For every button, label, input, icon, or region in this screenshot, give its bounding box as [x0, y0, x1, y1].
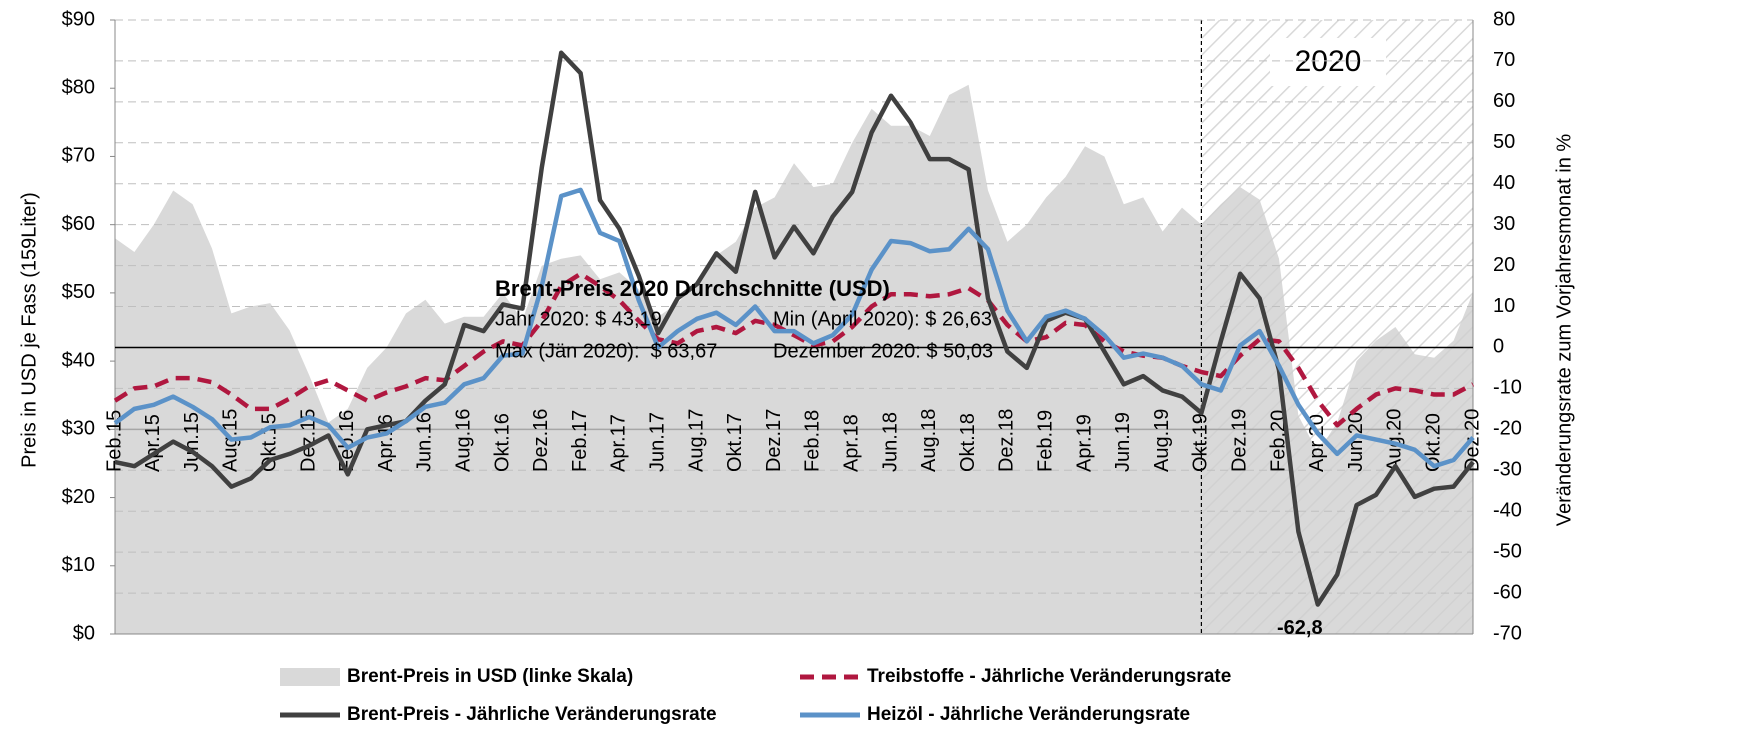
x-tick-label: Jun.19 [1112, 412, 1134, 472]
y2-tick-label: 80 [1493, 8, 1515, 30]
y2-tick-label: 50 [1493, 131, 1515, 153]
y2-axis-title: Veränderungsrate zum Vorjahresmonat in % [1553, 134, 1575, 527]
x-tick-label: Okt.20 [1422, 413, 1444, 472]
y-axis-title: Preis in USD je Fass (159Liter) [18, 192, 40, 468]
y2-tick-label: 10 [1493, 295, 1515, 317]
y-tick-label: $30 [62, 418, 95, 440]
data-label: -62,8 [1277, 617, 1323, 639]
line [114, 50, 1475, 607]
shade-label-box [1270, 38, 1386, 86]
y2-tick-label: 0 [1493, 336, 1504, 358]
y-tick-label: $50 [62, 281, 95, 303]
y2-tick-label: 60 [1493, 90, 1515, 112]
x-tick-label: Jun.17 [646, 412, 668, 472]
x-tick-label: Jun.15 [181, 412, 203, 472]
x-tick-label: Dez.16 [530, 409, 552, 472]
x-tick-label: Apr.17 [608, 414, 630, 472]
y-tick-label: $60 [62, 213, 95, 235]
x-tick-label: Feb.19 [1034, 410, 1056, 472]
y2-tick-label: 30 [1493, 213, 1515, 235]
y2-tick-label: -60 [1493, 581, 1522, 603]
legend-label: Brent-Preis - Jährliche Veränderungsrate [347, 704, 717, 725]
x-tick-label: Aug.18 [918, 409, 940, 472]
x-tick-label: Apr.20 [1306, 414, 1328, 472]
shade-region [1201, 20, 1473, 634]
x-tick-label: Aug.20 [1384, 409, 1406, 472]
y2-tick-label: -20 [1493, 418, 1522, 440]
x-tick-label: Aug.16 [452, 409, 474, 472]
y2-tick-label: -40 [1493, 499, 1522, 521]
x-tick-label: Okt.16 [491, 413, 513, 472]
legend-swatch [280, 668, 340, 686]
y2-tick-label: -30 [1493, 459, 1522, 481]
y2-tick-label: -10 [1493, 377, 1522, 399]
y-tick-label: $40 [62, 349, 95, 371]
x-tick-label: Apr.15 [142, 414, 164, 472]
x-tick-label: Jun.18 [879, 412, 901, 472]
x-tick-label: Aug.19 [1151, 409, 1173, 472]
y2-tick-label: 70 [1493, 49, 1515, 71]
x-tick-label: Feb.16 [336, 410, 358, 472]
info-line: Max (Jän 2020): $ 63,67 [495, 340, 717, 362]
legend-label: Heizöl - Jährliche Veränderungsrate [867, 704, 1190, 725]
info-line: Jahr 2020: $ 43,19 [495, 308, 662, 330]
y-tick-label: $70 [62, 145, 95, 167]
line [113, 271, 1475, 428]
x-tick-label: Feb.15 [103, 410, 125, 472]
legend-label: Treibstoffe - Jährliche Veränderungsrate [867, 666, 1231, 687]
x-tick-label: Feb.17 [569, 410, 591, 472]
x-tick-label: Aug.17 [685, 409, 707, 472]
y2-tick-label: -70 [1493, 622, 1522, 644]
x-tick-label: Okt.17 [724, 413, 746, 472]
area [115, 84, 1473, 635]
info-line: Dezember 2020: $ 50,03 [773, 340, 993, 362]
x-tick-label: Feb.18 [802, 410, 824, 472]
x-tick-label: Dez.17 [763, 409, 785, 472]
info-title: Brent-Preis 2020 Durchschnitte (USD) [495, 276, 890, 301]
x-tick-label: Jun.20 [1345, 412, 1367, 472]
x-tick-label: Dez.18 [996, 409, 1018, 472]
x-tick-label: Dez.15 [297, 409, 319, 472]
x-tick-label: Apr.18 [840, 414, 862, 472]
info-line: Min (April 2020): $ 26,63 [773, 308, 992, 330]
y-tick-label: $20 [62, 486, 95, 508]
y2-tick-label: 40 [1493, 172, 1515, 194]
x-tick-label: Apr.19 [1073, 414, 1095, 472]
y2-tick-label: 20 [1493, 254, 1515, 276]
y-tick-label: $90 [62, 8, 95, 30]
y2-tick-label: -50 [1493, 540, 1522, 562]
legend-label: Brent-Preis in USD (linke Skala) [347, 666, 633, 687]
x-tick-label: Okt.18 [957, 413, 979, 472]
y-tick-label: $10 [62, 554, 95, 576]
x-tick-label: Dez.19 [1228, 409, 1250, 472]
y-tick-label: $80 [62, 77, 95, 99]
line [113, 187, 1475, 469]
y-tick-label: $0 [73, 622, 95, 644]
x-tick-label: Jun.16 [414, 412, 436, 472]
x-tick-label: Okt.19 [1190, 413, 1212, 472]
